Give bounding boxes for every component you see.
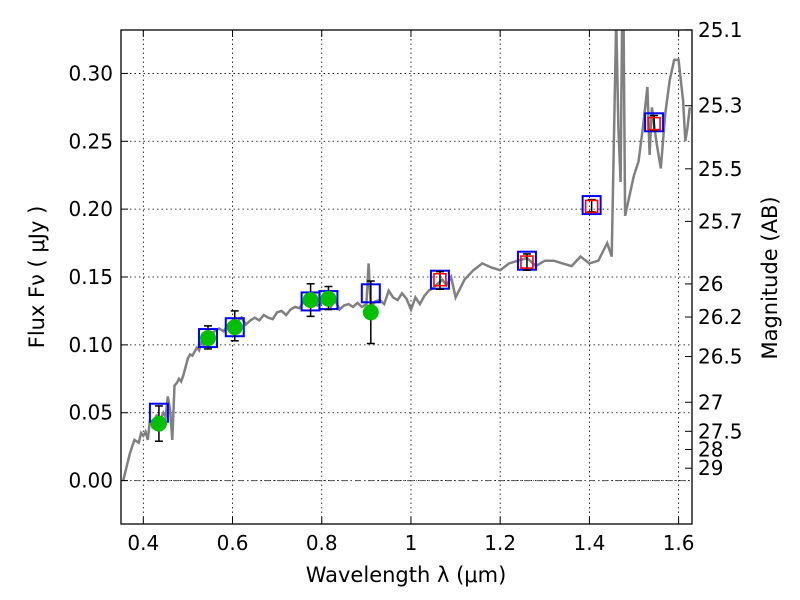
model-band-square: [644, 112, 665, 133]
observed-point: [302, 292, 319, 309]
mag-tick-label: 28: [698, 437, 723, 461]
x-tick-label: 0.4: [127, 531, 159, 555]
y-axis-label-right: Magnitude (AB): [758, 196, 782, 359]
observed-point: [150, 415, 167, 432]
y-axis-label: Flux Fν ( μJy ): [25, 206, 49, 349]
axis-ticks: 0.4 0.6 0.8 1 1.2 1.4 1.6 0.00 0.05 0.10 0.15 0.20 0…: [68, 18, 742, 555]
x-tick-label: 0.6: [217, 531, 249, 555]
y-tick-label: 0.10: [68, 333, 113, 357]
observed-ir-point: [433, 272, 447, 287]
observed-point: [226, 319, 243, 336]
mag-tick-label: 26.5: [698, 345, 743, 369]
mag-tick-label: 29: [698, 456, 723, 480]
mag-tick-label: 25.7: [698, 209, 743, 233]
x-tick-label: 1.2: [484, 531, 516, 555]
y-tick-label: 0.30: [68, 61, 113, 85]
observed-ir-point: [520, 255, 534, 269]
y-tick-label: 0.25: [68, 129, 113, 153]
mag-tick-label: 25.3: [698, 94, 743, 118]
sed-model-line: [121, 30, 692, 481]
y-tick-label: 0.00: [68, 469, 113, 493]
y-tick-label: 0.15: [68, 265, 113, 289]
mag-tick-label: 27: [698, 390, 723, 414]
x-tick-label: 0.8: [306, 531, 338, 555]
observed-ir-point: [584, 199, 599, 214]
x-tick-label: 1: [405, 531, 418, 555]
y-tick-label: 0.20: [68, 197, 113, 221]
x-tick-label: 1.4: [573, 531, 605, 555]
observed-point: [362, 304, 379, 321]
x-axis-label: Wavelength λ (μm): [306, 563, 507, 587]
series-layer: [121, 30, 692, 481]
observed-point: [199, 330, 216, 347]
y-tick-label: 0.05: [68, 401, 113, 425]
mag-tick-label: 25.5: [698, 157, 743, 181]
model-band-square: [581, 195, 602, 216]
mag-tick-label: 27.5: [698, 419, 743, 443]
x-tick-label: 1.6: [663, 531, 695, 555]
mag-tick-label: 26.2: [698, 305, 743, 329]
mag-tick-label: 25.1: [698, 18, 743, 42]
observed-point: [320, 290, 337, 307]
observed-ir-point: [647, 116, 661, 131]
mag-tick-label: 26: [698, 272, 723, 296]
